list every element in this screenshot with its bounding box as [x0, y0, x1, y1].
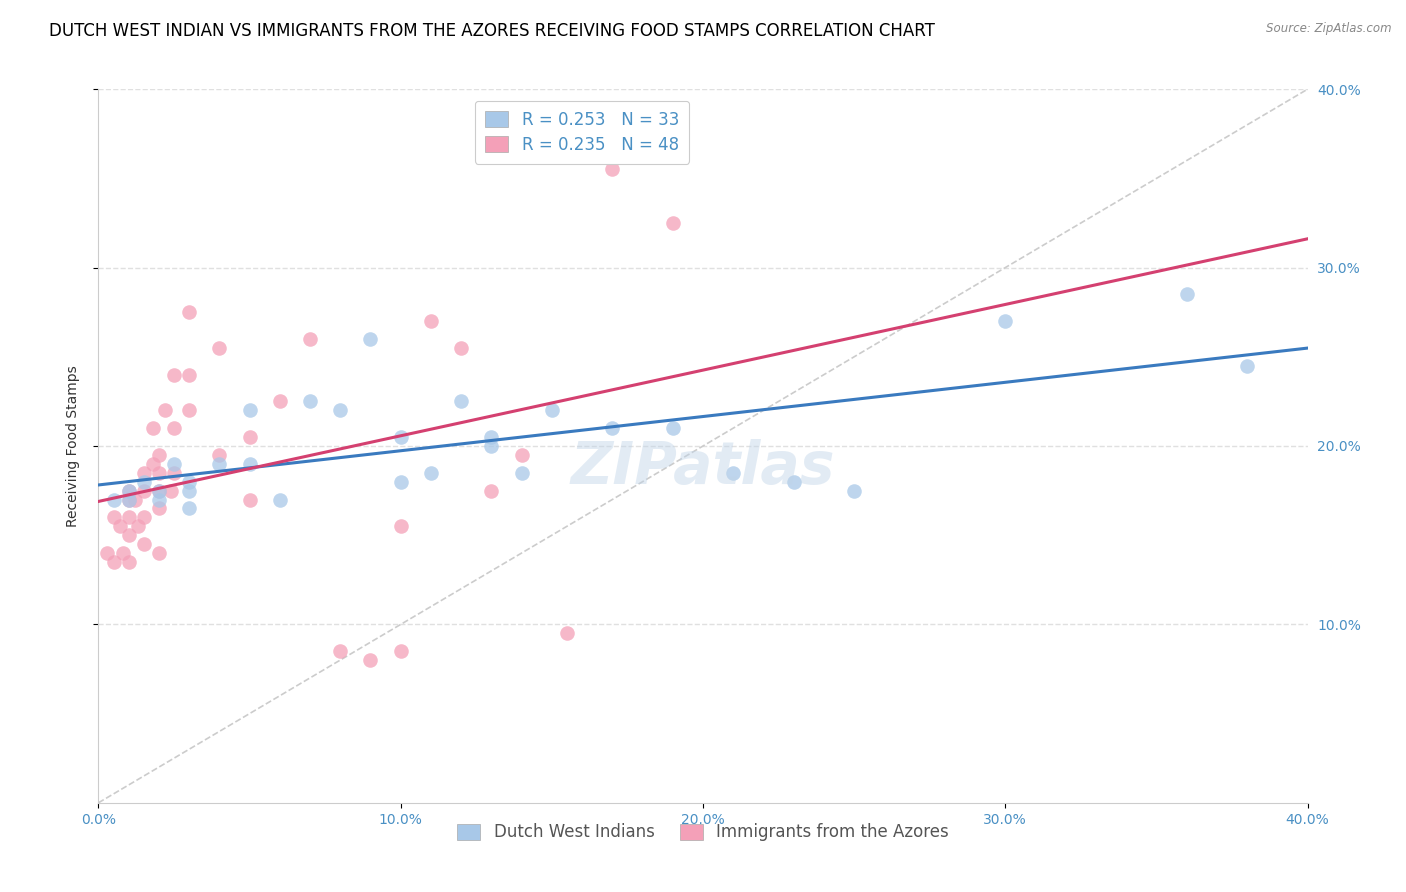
Point: [299, 394, 322, 409]
Point: [450, 394, 472, 409]
Point: [389, 519, 412, 533]
Point: [118, 492, 141, 507]
Point: [103, 555, 125, 569]
Point: [118, 483, 141, 498]
Point: [148, 483, 170, 498]
Point: [160, 483, 183, 498]
Point: [163, 466, 186, 480]
Point: [208, 341, 231, 355]
Text: ZIPatlas: ZIPatlas: [571, 439, 835, 496]
Point: [661, 421, 683, 435]
Text: DUTCH WEST INDIAN VS IMMIGRANTS FROM THE AZORES RECEIVING FOOD STAMPS CORRELATIO: DUTCH WEST INDIAN VS IMMIGRANTS FROM THE…: [49, 22, 935, 40]
Point: [148, 483, 170, 498]
Y-axis label: Receiving Food Stamps: Receiving Food Stamps: [66, 365, 80, 527]
Point: [450, 341, 472, 355]
Point: [108, 519, 131, 533]
Point: [163, 457, 186, 471]
Point: [118, 510, 141, 524]
Point: [481, 439, 503, 453]
Point: [132, 537, 155, 551]
Point: [329, 403, 352, 417]
Point: [124, 492, 146, 507]
Point: [179, 475, 201, 489]
Point: [118, 528, 141, 542]
Point: [239, 430, 262, 444]
Point: [179, 368, 201, 382]
Point: [510, 466, 533, 480]
Point: [148, 466, 170, 480]
Point: [299, 332, 322, 346]
Point: [132, 466, 155, 480]
Point: [360, 332, 382, 346]
Point: [420, 314, 443, 328]
Point: [994, 314, 1017, 328]
Point: [239, 457, 262, 471]
Point: [132, 510, 155, 524]
Point: [153, 403, 176, 417]
Point: [163, 368, 186, 382]
Point: [163, 421, 186, 435]
Point: [208, 448, 231, 462]
Point: [329, 644, 352, 658]
Point: [148, 546, 170, 560]
Point: [103, 510, 125, 524]
Point: [118, 483, 141, 498]
Point: [148, 492, 170, 507]
Point: [420, 466, 443, 480]
Point: [103, 492, 125, 507]
Point: [602, 162, 624, 177]
Point: [179, 305, 201, 319]
Point: [555, 626, 578, 640]
Point: [389, 475, 412, 489]
Point: [111, 546, 134, 560]
Point: [142, 457, 165, 471]
Point: [179, 483, 201, 498]
Point: [118, 492, 141, 507]
Point: [118, 555, 141, 569]
Point: [602, 421, 624, 435]
Point: [1236, 359, 1258, 373]
Point: [360, 653, 382, 667]
Point: [132, 483, 155, 498]
Point: [142, 421, 165, 435]
Point: [481, 430, 503, 444]
Point: [148, 501, 170, 516]
Point: [661, 216, 683, 230]
Point: [269, 492, 291, 507]
Point: [723, 466, 745, 480]
Point: [132, 475, 155, 489]
Point: [1175, 287, 1198, 301]
Point: [179, 403, 201, 417]
Point: [179, 501, 201, 516]
Text: Source: ZipAtlas.com: Source: ZipAtlas.com: [1267, 22, 1392, 36]
Point: [148, 448, 170, 462]
Point: [239, 403, 262, 417]
Point: [239, 492, 262, 507]
Point: [481, 483, 503, 498]
Point: [844, 483, 866, 498]
Point: [208, 457, 231, 471]
Point: [783, 475, 806, 489]
Point: [510, 448, 533, 462]
Point: [540, 403, 562, 417]
Point: [269, 394, 291, 409]
Point: [389, 644, 412, 658]
Point: [127, 519, 149, 533]
Legend: Dutch West Indians, Immigrants from the Azores: Dutch West Indians, Immigrants from the …: [450, 817, 956, 848]
Point: [389, 430, 412, 444]
Point: [96, 546, 118, 560]
